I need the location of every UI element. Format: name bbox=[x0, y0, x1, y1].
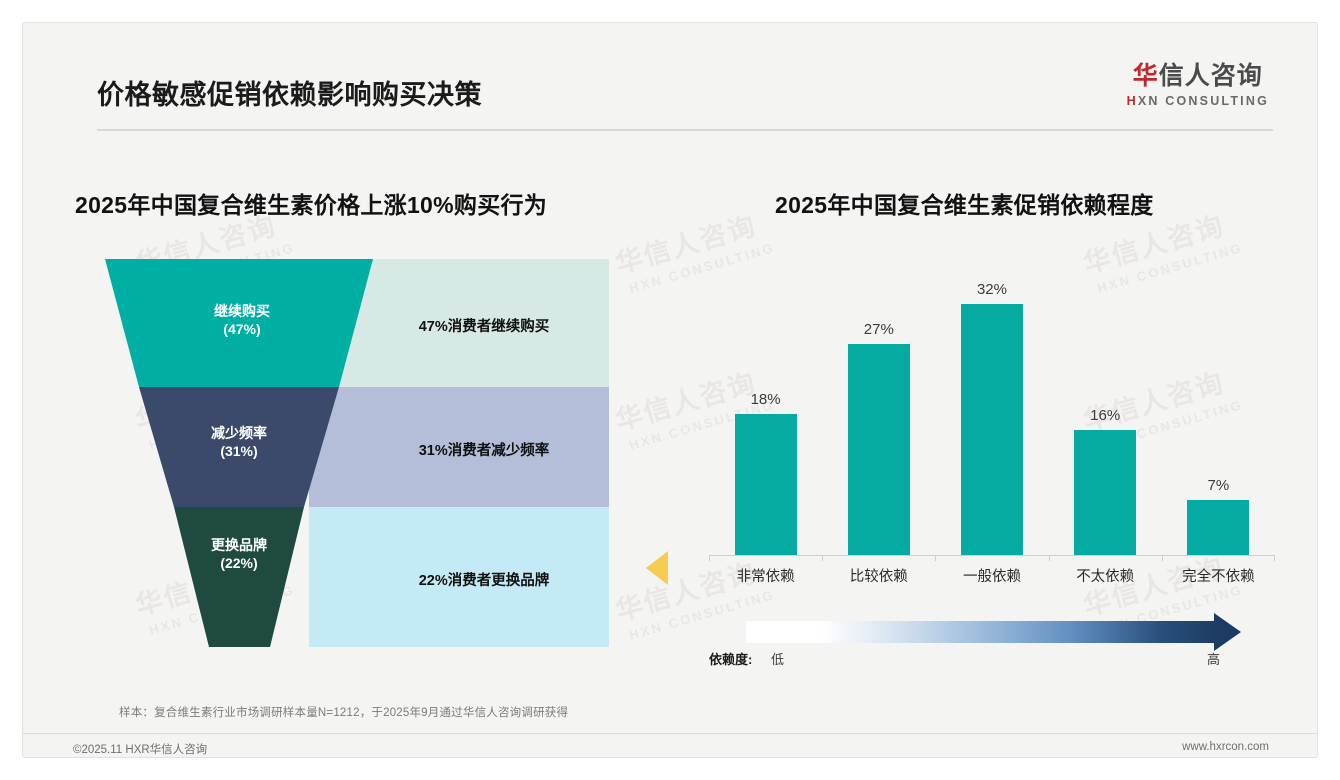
left-chart-title: 2025年中国复合维生素价格上涨10%购买行为 bbox=[75, 192, 548, 218]
axis-tick bbox=[1048, 555, 1050, 561]
funnel-segment[interactable] bbox=[139, 387, 339, 507]
axis-tick bbox=[935, 555, 937, 561]
bar-column[interactable]: 7% bbox=[1162, 273, 1275, 555]
sample-footnote: 样本：复合维生素行业市场调研样本量N=1212，于2025年9月通过华信人咨询调… bbox=[119, 707, 569, 719]
axis-tick bbox=[1161, 555, 1163, 561]
bar-category-label: 完全不依赖 bbox=[1182, 569, 1255, 585]
gradient-arrow-head-icon bbox=[1214, 613, 1241, 651]
company-logo: 华信人咨询 HXN CONSULTING bbox=[1127, 62, 1269, 108]
funnel-svg bbox=[105, 259, 609, 647]
bar-value-label: 16% bbox=[1090, 406, 1121, 424]
axis-tick bbox=[1274, 555, 1275, 561]
bar-category-label: 非常依赖 bbox=[736, 569, 795, 585]
funnel-note-panel bbox=[309, 507, 609, 647]
logo-chinese: 华信人咨询 bbox=[1127, 62, 1269, 91]
bar-category-label: 一般依赖 bbox=[962, 569, 1021, 585]
bar-rect[interactable] bbox=[734, 414, 797, 555]
bar-column[interactable]: 27% bbox=[822, 273, 935, 555]
bar-category-label: 比较依赖 bbox=[849, 569, 908, 585]
bar-rect[interactable] bbox=[1074, 429, 1137, 555]
legend-title: 依赖度: bbox=[709, 652, 753, 667]
logo-english: HXN CONSULTING bbox=[1127, 94, 1269, 108]
legend-high-label: 高 bbox=[1207, 652, 1221, 667]
funnel-segment[interactable] bbox=[174, 507, 304, 647]
logo-chinese-rest: 信人咨询 bbox=[1158, 62, 1263, 90]
logo-chinese-accent: 华 bbox=[1132, 62, 1159, 90]
page-title: 价格敏感促销依赖影响购买决策 bbox=[97, 80, 482, 110]
bar-chart: 18% 27% 32% 16% 7% 非常依赖 比较依赖 一般依赖 不太依赖 完全不依赖 bbox=[709, 273, 1275, 593]
bar-rect[interactable] bbox=[960, 304, 1023, 555]
right-chart-title: 2025年中国复合维生素促销依赖程度 bbox=[775, 192, 1154, 218]
bar-rect[interactable] bbox=[1187, 500, 1250, 555]
footer-divider bbox=[23, 733, 1317, 734]
bar-axis-line bbox=[709, 555, 1275, 556]
play-left-triangle-icon bbox=[646, 551, 668, 585]
bar-value-label: 7% bbox=[1207, 477, 1230, 495]
footer-website: www.hxrcon.com bbox=[1182, 741, 1269, 753]
bar-value-label: 27% bbox=[863, 320, 894, 338]
bar-category-label: 不太依赖 bbox=[1076, 569, 1135, 585]
bar-value-label: 32% bbox=[976, 281, 1007, 299]
axis-tick bbox=[709, 555, 710, 561]
footer-copyright: ©2025.11 HXR华信人咨询 bbox=[73, 744, 208, 756]
dependency-gradient-legend: 依赖度: 低 高 bbox=[709, 613, 1275, 670]
header-divider bbox=[97, 129, 1273, 131]
bar-value-label: 18% bbox=[750, 391, 781, 408]
legend-low-label: 低 bbox=[771, 652, 785, 667]
logo-english-accent: H bbox=[1126, 93, 1138, 108]
logo-english-rest: XN CONSULTING bbox=[1137, 93, 1269, 108]
funnel-note-panel bbox=[309, 387, 609, 507]
bar-plot-area: 18% 27% 32% 16% 7% bbox=[709, 273, 1275, 555]
bar-rect[interactable] bbox=[847, 343, 910, 555]
bar-column[interactable]: 16% bbox=[1049, 273, 1162, 555]
slide-canvas: 华信人咨询 HXN CONSULTING 华信人咨询 HXN CONSULTIN… bbox=[22, 22, 1318, 758]
funnel-chart: 继续购买 (47%) 减少频率 (31%) 更换品牌 (22%) 47%消费者继… bbox=[99, 259, 609, 659]
slide-header: 价格敏感促销依赖影响购买决策 华信人咨询 HXN CONSULTING bbox=[75, 57, 1273, 131]
axis-tick bbox=[822, 555, 824, 561]
bar-column[interactable]: 18% bbox=[709, 273, 822, 555]
watermark-cn: 华信人咨询 bbox=[612, 210, 760, 280]
funnel-segment[interactable] bbox=[105, 259, 373, 387]
gradient-bar bbox=[746, 621, 1216, 643]
bar-column[interactable]: 32% bbox=[935, 273, 1048, 555]
